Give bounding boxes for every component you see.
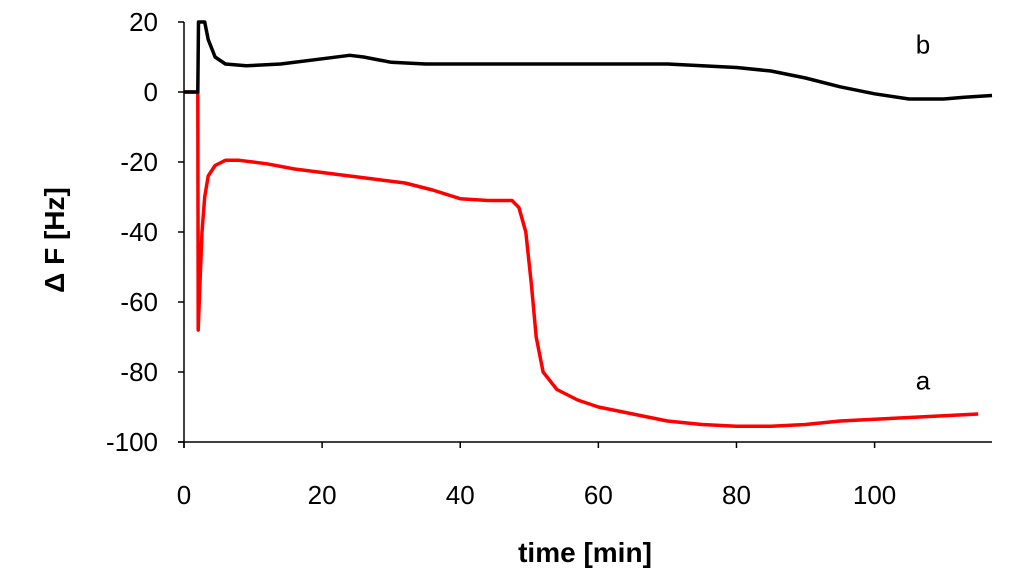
y-tick-label: -20 [120,147,158,177]
series-line-a [184,90,979,429]
y-tick-label: -80 [120,357,158,387]
y-tick-label: -40 [120,217,158,247]
y-tick-label: -100 [106,427,158,457]
x-axis-ticks: 0 20 40 60 80 100 [177,442,896,510]
x-tick-label: 60 [584,480,613,510]
series-label-b: b [916,30,930,60]
axes [178,22,992,448]
x-tick-label: 40 [446,480,475,510]
y-tick-label: 0 [144,77,158,107]
x-tick-label: 20 [308,480,337,510]
x-tick-label: 0 [177,480,191,510]
y-tick-label: 20 [129,7,158,37]
y-axis-label: Δ F [Hz] [39,187,70,293]
y-axis-ticks: -100 -80 -60 -40 -20 0 20 [106,7,184,457]
x-tick-label: 80 [722,480,751,510]
x-tick-label: 100 [853,480,896,510]
series-line-b [184,20,993,101]
series-labels: ab [916,30,931,396]
y-tick-label: -60 [120,287,158,317]
x-axis-label: time [min] [518,537,652,568]
series-label-a: a [916,366,931,396]
series-group [184,20,993,429]
